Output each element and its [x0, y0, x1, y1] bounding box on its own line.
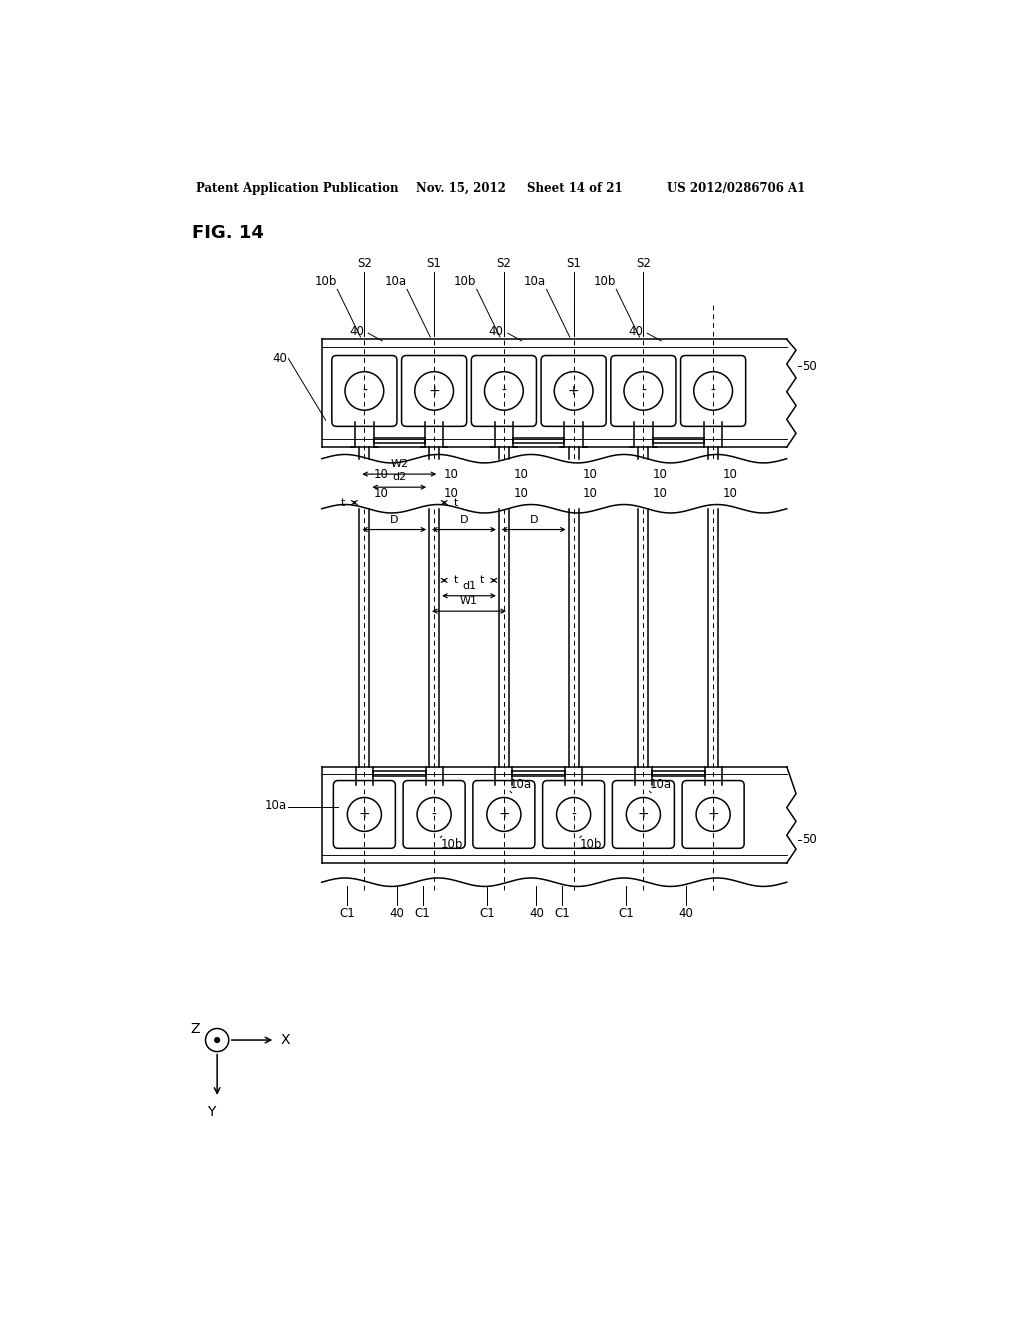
Text: S2: S2: [357, 257, 372, 271]
Text: C1: C1: [479, 907, 495, 920]
Text: 40: 40: [389, 907, 404, 920]
Text: D: D: [460, 515, 468, 524]
Text: X: X: [281, 1034, 290, 1047]
Text: -: -: [432, 808, 436, 821]
Text: 40: 40: [349, 325, 365, 338]
Text: W2: W2: [390, 459, 409, 469]
Text: +: +: [708, 808, 719, 821]
Text: 40: 40: [272, 352, 287, 366]
Text: US 2012/0286706 A1: US 2012/0286706 A1: [667, 182, 805, 194]
Text: 10: 10: [652, 469, 668, 480]
Text: +: +: [638, 808, 649, 821]
Text: t: t: [479, 576, 484, 585]
Text: S2: S2: [497, 257, 511, 271]
Text: d1: d1: [462, 581, 476, 591]
Text: +: +: [428, 384, 440, 397]
Text: Z: Z: [190, 1022, 200, 1036]
Text: 10: 10: [443, 487, 459, 499]
Text: FIG. 14: FIG. 14: [191, 224, 263, 242]
Text: 10: 10: [583, 469, 598, 480]
Text: +: +: [498, 808, 510, 821]
Text: 10a: 10a: [384, 275, 407, 288]
Text: 10: 10: [374, 487, 388, 499]
Text: 10b: 10b: [454, 275, 476, 288]
Text: 10a: 10a: [524, 275, 546, 288]
Text: 40: 40: [679, 907, 693, 920]
Text: 10b: 10b: [594, 275, 615, 288]
Text: 10b: 10b: [440, 838, 463, 850]
Text: S2: S2: [636, 257, 651, 271]
Text: 40: 40: [488, 325, 504, 338]
Text: S1: S1: [566, 257, 581, 271]
Text: Patent Application Publication: Patent Application Publication: [197, 182, 398, 194]
Text: 40: 40: [529, 907, 544, 920]
Text: 10a: 10a: [265, 799, 287, 812]
Text: t: t: [454, 498, 459, 508]
Text: 10b: 10b: [314, 275, 337, 288]
Text: Nov. 15, 2012: Nov. 15, 2012: [417, 182, 506, 194]
Text: S1: S1: [427, 257, 441, 271]
Text: C1: C1: [415, 907, 430, 920]
Text: 10: 10: [722, 469, 737, 480]
Text: 10: 10: [722, 487, 737, 499]
Text: t: t: [340, 498, 345, 508]
Text: -: -: [711, 384, 716, 397]
Text: 10: 10: [374, 469, 388, 480]
Text: D: D: [390, 515, 398, 524]
Text: -: -: [361, 384, 367, 397]
Text: 50: 50: [802, 360, 817, 372]
Text: 10a: 10a: [649, 779, 672, 792]
Text: Sheet 14 of 21: Sheet 14 of 21: [527, 182, 623, 194]
Text: -: -: [641, 384, 646, 397]
Text: D: D: [529, 515, 538, 524]
Text: 10: 10: [513, 469, 528, 480]
Text: 40: 40: [628, 325, 643, 338]
Text: 10b: 10b: [580, 838, 602, 850]
Text: t: t: [454, 576, 459, 585]
Text: d2: d2: [392, 473, 407, 482]
Text: C1: C1: [554, 907, 570, 920]
Text: Y: Y: [207, 1106, 215, 1119]
Text: 10: 10: [652, 487, 668, 499]
Text: W1: W1: [460, 597, 478, 606]
Text: -: -: [502, 384, 506, 397]
Text: C1: C1: [618, 907, 634, 920]
Text: -: -: [571, 808, 577, 821]
Circle shape: [214, 1038, 220, 1043]
Text: 10: 10: [583, 487, 598, 499]
Text: 10: 10: [513, 487, 528, 499]
Text: 10: 10: [443, 469, 459, 480]
Text: +: +: [358, 808, 371, 821]
Text: +: +: [568, 384, 580, 397]
Text: 50: 50: [802, 833, 817, 846]
Text: 10a: 10a: [510, 779, 532, 792]
Text: C1: C1: [339, 907, 355, 920]
